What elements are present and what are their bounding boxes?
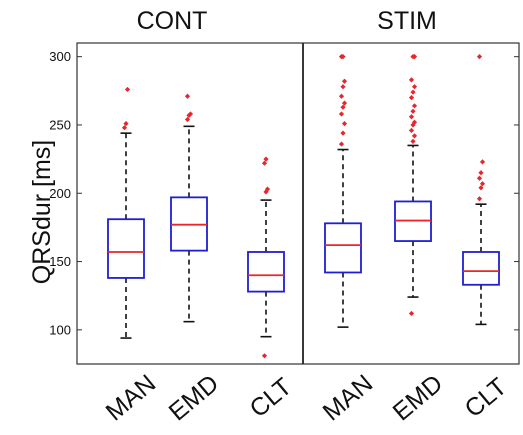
outlier-stim-emd	[410, 89, 416, 95]
x-tick-label-cont-man: MAN	[101, 369, 162, 426]
x-tick-label-stim-man: MAN	[318, 369, 379, 426]
y-tick-label: 200	[49, 186, 71, 201]
y-tick-label: 300	[49, 49, 71, 64]
group-title-stim: STIM	[377, 7, 437, 35]
outlier-stim-man	[340, 54, 346, 60]
outlier-stim-emd	[408, 310, 415, 317]
box-cont-clt	[247, 251, 285, 293]
outlier-stim-emd	[411, 119, 418, 125]
outlier-stim-emd	[411, 54, 418, 60]
outlier-stim-man	[340, 130, 346, 136]
x-tick-label-stim-clt: CLT	[459, 373, 512, 424]
x-tick-label-stim-emd: EMD	[388, 369, 449, 426]
outlier-cont-emd	[184, 116, 191, 123]
outlier-stim-clt	[479, 181, 486, 187]
outlier-stim-clt	[478, 170, 484, 176]
outlier-stim-clt	[476, 196, 483, 202]
y-tick-label: 100	[49, 322, 71, 337]
y-tick-label: 150	[49, 254, 71, 269]
outlier-cont-emd	[184, 93, 191, 99]
outlier-stim-emd	[411, 133, 418, 139]
outlier-stim-man	[340, 84, 346, 90]
box-stim-clt	[462, 251, 500, 286]
outlier-stim-emd	[410, 138, 416, 144]
box-cont-man	[107, 218, 145, 279]
y-axis-label: QRSdur [ms]	[28, 140, 56, 284]
outlier-cont-clt	[263, 156, 269, 162]
x-tick-label-cont-clt: CLT	[244, 373, 297, 424]
outlier-stim-man	[341, 120, 348, 127]
outlier-cont-clt	[264, 186, 271, 192]
outlier-cont-emd	[187, 111, 194, 117]
outlier-cont-man	[124, 86, 131, 93]
outlier-stim-emd	[408, 77, 415, 83]
outlier-stim-man	[341, 78, 348, 84]
outlier-stim-man	[338, 111, 345, 117]
outlier-stim-clt	[479, 159, 486, 165]
outlier-stim-emd	[411, 84, 418, 90]
plot-frame	[76, 42, 520, 365]
outlier-stim-emd	[408, 127, 415, 134]
outlier-cont-man	[123, 120, 129, 127]
outlier-stim-emd	[411, 103, 418, 109]
outlier-stim-clt	[476, 175, 483, 181]
outlier-stim-emd	[408, 114, 415, 120]
outlier-cont-clt	[261, 160, 268, 166]
outlier-cont-man	[121, 125, 128, 131]
group-title-cont: CONT	[137, 7, 208, 35]
outlier-stim-emd	[408, 95, 415, 101]
box-stim-man	[324, 222, 362, 274]
y-tick-label: 250	[49, 117, 71, 132]
outlier-stim-man	[338, 141, 345, 147]
outlier-cont-clt	[261, 353, 268, 359]
outlier-stim-clt	[478, 185, 484, 191]
outlier-stim-man	[338, 93, 345, 99]
outlier-stim-man	[340, 104, 346, 110]
outlier-stim-clt	[476, 54, 483, 60]
outlier-stim-emd	[410, 108, 416, 114]
outlier-stim-man	[341, 100, 348, 106]
x-tick-label-cont-emd: EMD	[164, 369, 225, 426]
